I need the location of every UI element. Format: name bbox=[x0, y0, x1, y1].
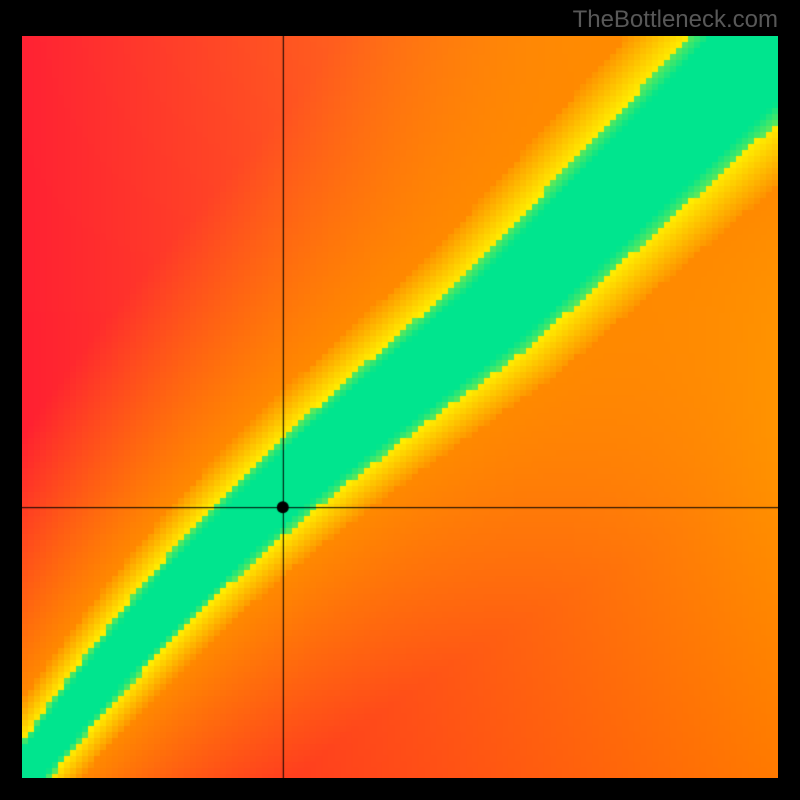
watermark-text: TheBottleneck.com bbox=[573, 6, 778, 34]
bottleneck-heatmap bbox=[22, 36, 778, 778]
chart-container: TheBottleneck.com bbox=[0, 0, 800, 800]
